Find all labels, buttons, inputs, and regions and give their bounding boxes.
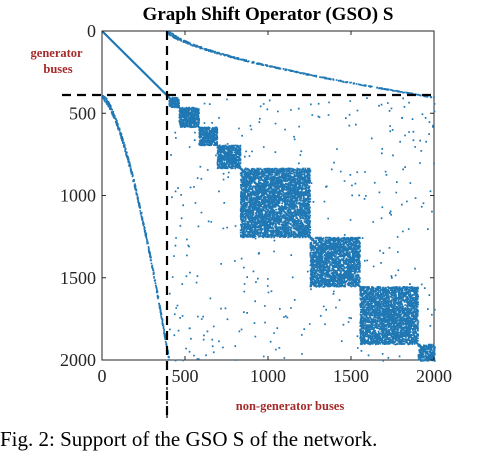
nonzero-entries (102, 31, 436, 362)
y-tick-label: 2000 (60, 350, 96, 370)
y-tick-label: 1500 (60, 268, 96, 288)
y-tick-label: 500 (69, 103, 96, 123)
y-tick-label: 0 (87, 21, 96, 41)
non-generator-buses-label: non-generator buses (236, 399, 345, 413)
chart-title: Graph Shift Operator (GSO) S (143, 4, 394, 25)
x-tick-label: 1000 (250, 366, 286, 386)
x-tick-label: 500 (172, 366, 199, 386)
generator-buses-label: generator buses (31, 46, 86, 76)
sparsity-points (102, 31, 436, 362)
y-tick-label: 1000 (60, 186, 96, 206)
x-tick-label: 0 (98, 366, 107, 386)
x-tick-label: 1500 (333, 366, 369, 386)
figure-caption: Fig. 2: Support of the GSO S of the netw… (0, 427, 377, 451)
x-tick-label: 2000 (416, 366, 452, 386)
